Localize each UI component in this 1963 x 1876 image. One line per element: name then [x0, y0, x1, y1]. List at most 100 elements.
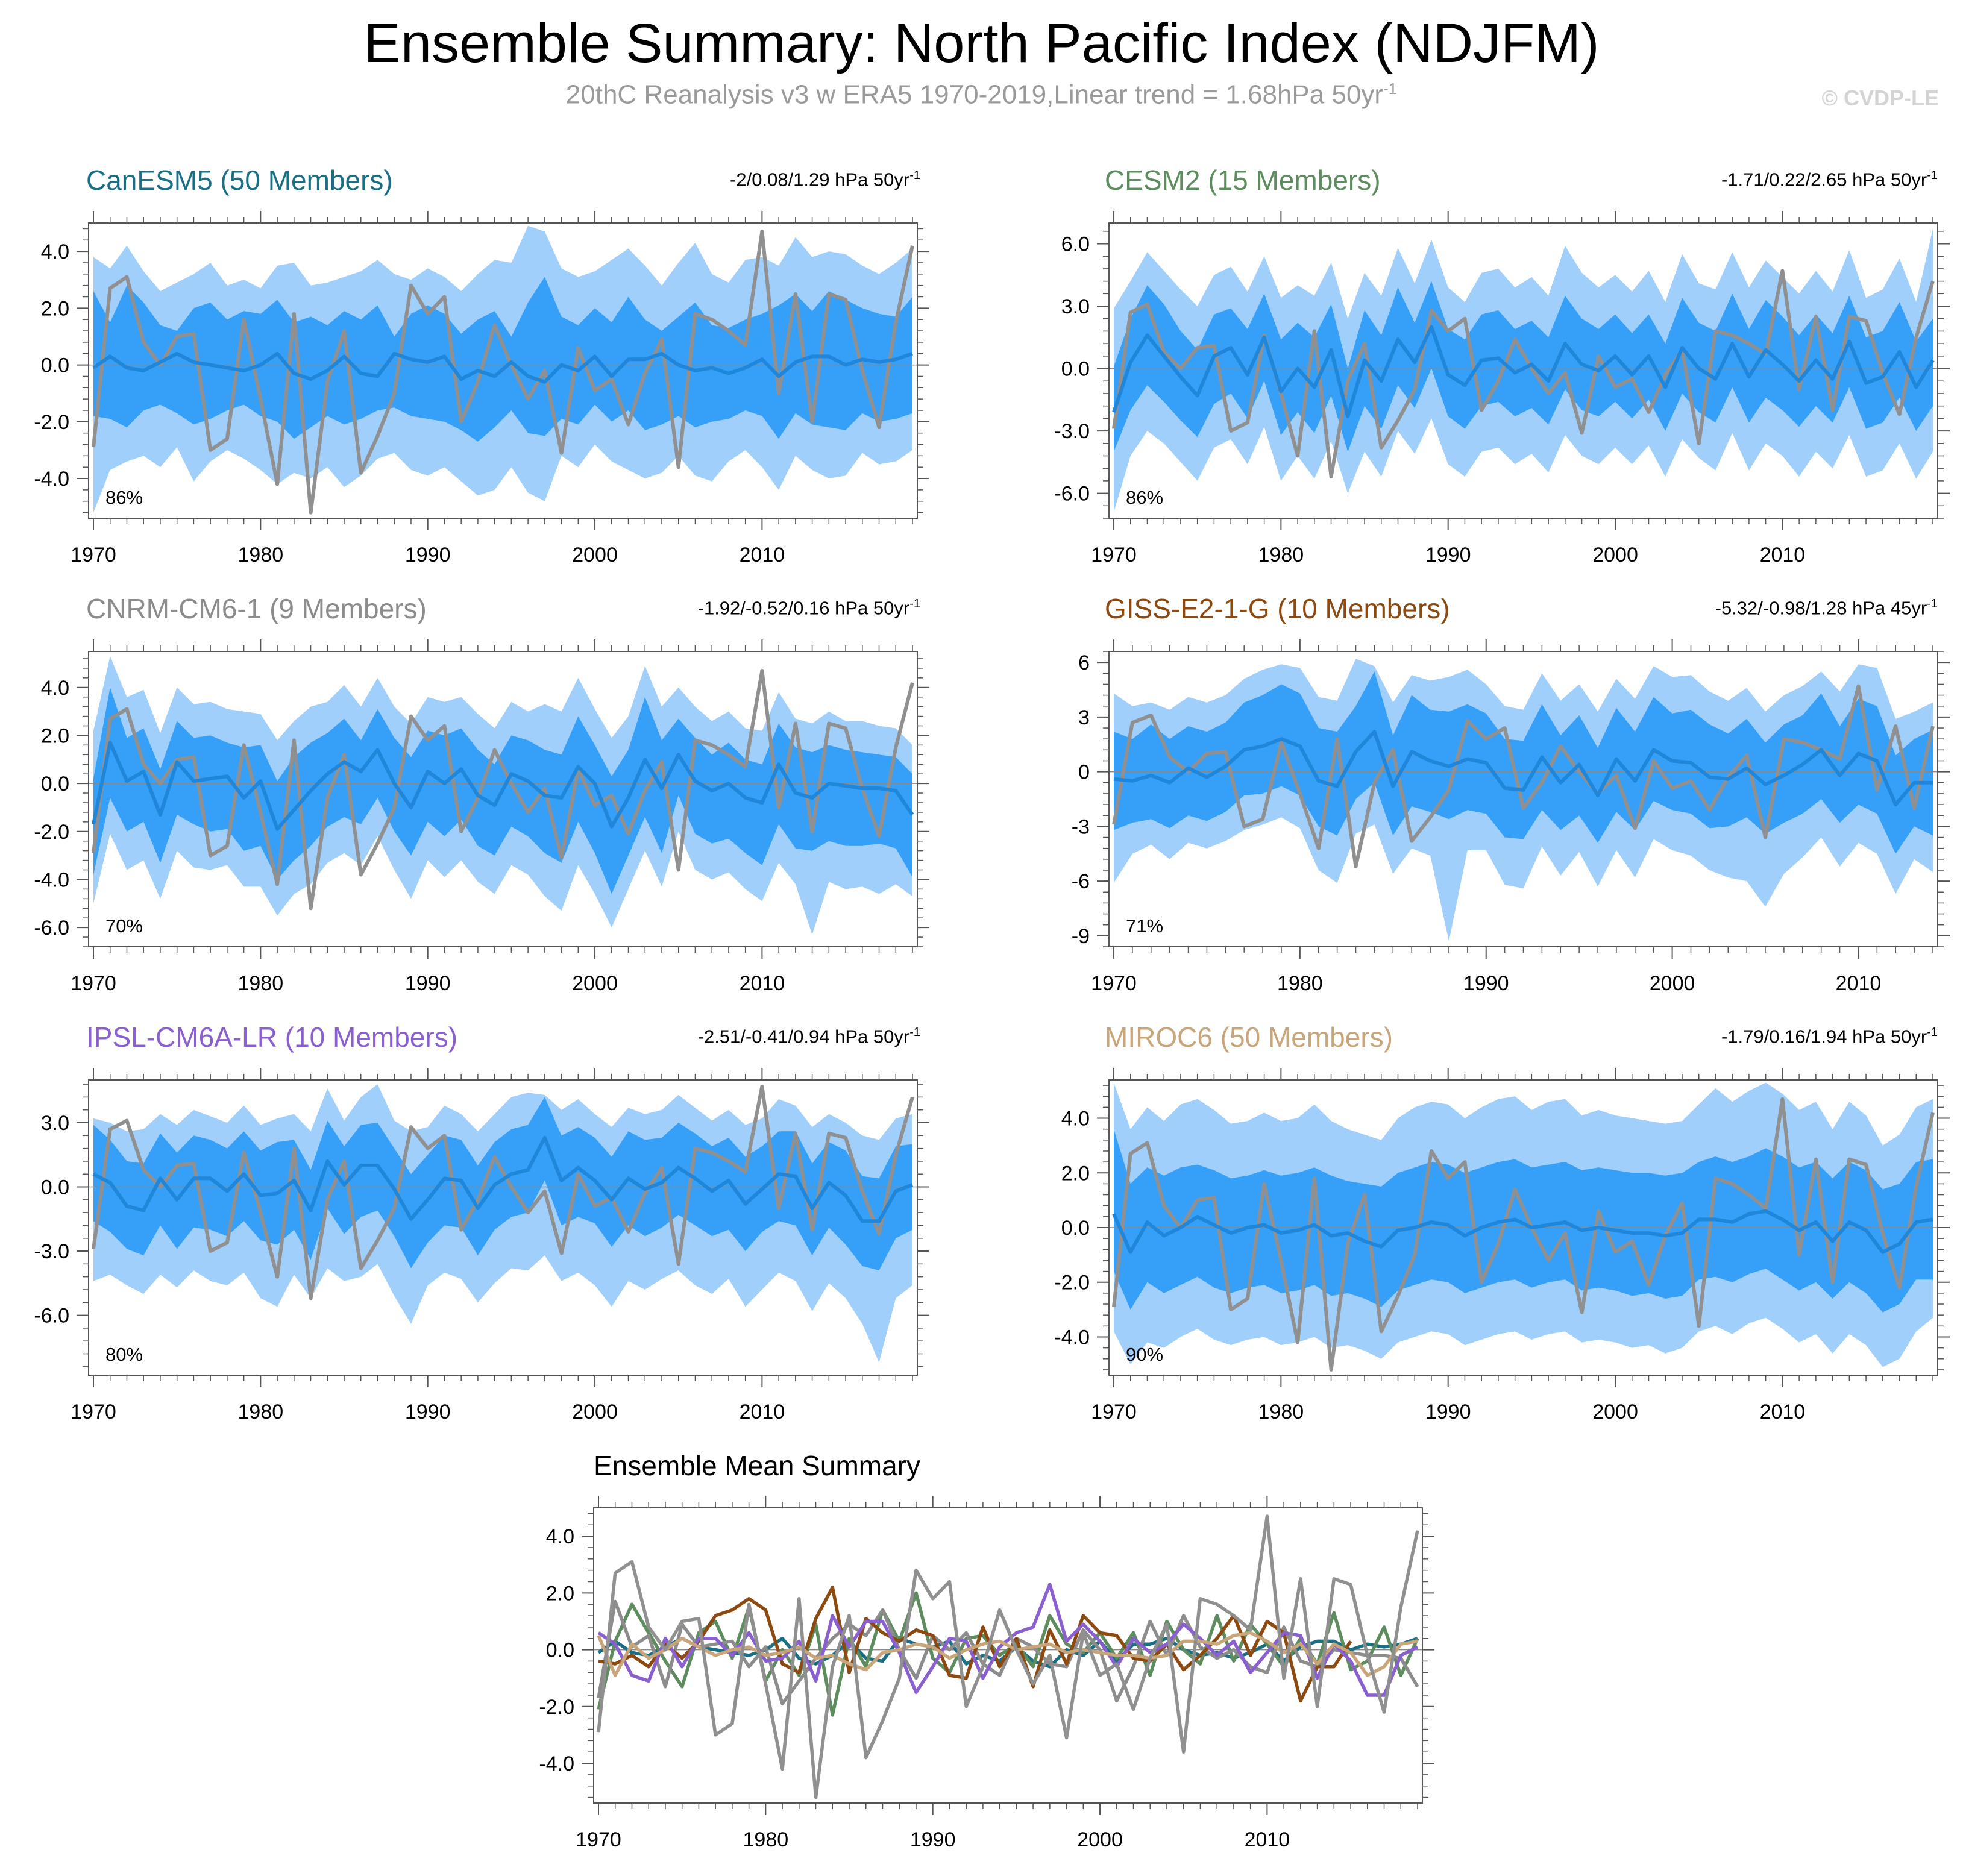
plot-4: -6.0 -3.0 0.0 3.0 1970 1980 1990 2000 2010 80%	[34, 1068, 929, 1423]
inner-spread-band	[93, 1097, 912, 1270]
x-tick-label: 2000	[1592, 1401, 1638, 1423]
observed-series-line	[1112, 269, 1935, 478]
y-tick-label: 0.0	[41, 773, 69, 795]
series-line-observed	[597, 1514, 1419, 1799]
plot-5: -4.0 -2.0 0.0 2.0 4.0 1970 1980 1990 2000 2010 90%	[1054, 1068, 1950, 1423]
y-tick-label: -9	[1072, 925, 1090, 948]
stats-exponent: -1	[1927, 169, 1938, 182]
x-tick-label: 1980	[238, 972, 284, 995]
y-tick-label: -6.0	[34, 917, 69, 940]
x-tick-label: 1990	[405, 1401, 451, 1423]
panel-title-cesm2: CESM2 (15 Members)	[1105, 165, 1381, 196]
stats-text: -5.32/-0.98/1.28 hPa 45yr	[1715, 597, 1927, 619]
percent-annotation: 86%	[105, 487, 143, 508]
x-tick-label: 2000	[572, 972, 618, 995]
plot-area	[1109, 1082, 1938, 1372]
stats-exponent: -1	[909, 1026, 920, 1039]
x-tick-label: 1980	[238, 1401, 284, 1423]
panel-title-ipsl: IPSL-CM6A-LR (10 Members)	[86, 1021, 458, 1053]
y-tick-label: 3	[1078, 706, 1090, 729]
x-tick-label: 1980	[1258, 544, 1304, 566]
y-tick-label: -2.0	[539, 1696, 574, 1719]
x-tick-label: 1980	[238, 544, 284, 566]
y-tick-label: -6.0	[1054, 483, 1090, 506]
plot-frame	[593, 1507, 1423, 1804]
y-tick-label: 0.0	[41, 354, 69, 377]
stats-exponent: -1	[909, 597, 920, 610]
inner-spread-band	[1114, 1129, 1933, 1313]
x-tick-label: 2010	[740, 544, 785, 566]
plot-frame	[88, 1079, 918, 1376]
y-tick-label: 4.0	[41, 677, 69, 700]
y-tick-label: 2.0	[1061, 1162, 1090, 1185]
y-tick-label: -2.0	[34, 821, 69, 844]
y-tick-label: 0.0	[1061, 358, 1090, 381]
y-tick-label: 3.0	[41, 1112, 69, 1135]
plot-area	[1109, 229, 1938, 512]
y-tick-label: -6.0	[34, 1305, 69, 1328]
x-tick-label: 2010	[1836, 972, 1882, 995]
observed-series-line	[92, 230, 914, 515]
ensemble-mean-title: Ensemble Mean Summary	[594, 1450, 920, 1481]
panel-stats-cnrm: -1.92/-0.52/0.16 hPa 50yr-1	[698, 597, 920, 619]
panel-title-miroc6: MIROC6 (50 Members)	[1105, 1021, 1393, 1053]
panel-title-canesm5: CanESM5 (50 Members)	[86, 165, 393, 196]
y-tick-label: -2.0	[34, 411, 69, 434]
y-tick-label: 0.0	[546, 1639, 574, 1662]
inner-spread-band	[93, 277, 912, 442]
plot-1: -6.0 -3.0 0.0 3.0 6.0 1970 1980 1990 2000 2010 86%	[1054, 211, 1950, 566]
page-subtitle: 20thC Reanalysis v3 w ERA5 1970-2019,Lin…	[0, 80, 1963, 110]
y-tick-label: -3.0	[1054, 420, 1090, 443]
x-tick-label: 2010	[740, 972, 785, 995]
panel-title-giss: GISS-E2-1-G (10 Members)	[1105, 593, 1450, 624]
y-tick-label: 0.0	[41, 1176, 69, 1199]
y-tick-label: 3.0	[1061, 295, 1090, 318]
x-tick-label: 1990	[1425, 544, 1471, 566]
y-tick-label: 6.0	[1061, 233, 1090, 256]
panel-stats-giss: -5.32/-0.98/1.28 hPa 45yr-1	[1715, 597, 1938, 619]
y-tick-label: -3.0	[34, 1240, 69, 1263]
ensemble-mean-line	[92, 741, 914, 831]
percent-annotation: 90%	[1126, 1344, 1163, 1365]
x-tick-label: 2010	[1760, 1401, 1806, 1423]
y-tick-label: 2.0	[546, 1582, 574, 1605]
x-tick-label: 1980	[1258, 1401, 1304, 1423]
x-tick-label: 2000	[572, 1401, 618, 1423]
plot-frame	[1108, 222, 1938, 519]
x-tick-label: 2010	[1245, 1828, 1290, 1851]
plot-area	[89, 656, 917, 935]
x-tick-label: 2000	[1650, 972, 1695, 995]
series-line-giss	[598, 1586, 1352, 1703]
x-tick-label: 1970	[1091, 972, 1137, 995]
panel-stats-canesm5: -2/0.08/1.29 hPa 50yr-1	[730, 169, 920, 190]
y-tick-label: -6	[1072, 870, 1090, 893]
percent-annotation: 80%	[105, 1344, 143, 1365]
ensemble-mean-line	[92, 1135, 914, 1223]
y-tick-label: -3	[1072, 815, 1090, 838]
y-tick-label: 4.0	[1061, 1108, 1090, 1131]
y-tick-label: 6	[1078, 651, 1090, 674]
x-tick-label: 1970	[71, 972, 116, 995]
ensemble-mean-line	[92, 351, 913, 384]
x-tick-label: 1990	[405, 972, 451, 995]
plot-0: -4.0 -2.0 0.0 2.0 4.0 1970 1980 1990 2000 2010 86%	[34, 211, 929, 566]
percent-annotation: 71%	[1126, 915, 1163, 936]
stats-text: -1.92/-0.52/0.16 hPa 50yr	[697, 597, 910, 619]
x-tick-label: 1980	[1277, 972, 1323, 995]
ensemble-mean-line	[1112, 1209, 1933, 1254]
x-tick-label: 1970	[71, 1401, 116, 1423]
x-tick-label: 1970	[1091, 1401, 1137, 1423]
y-tick-label: 4.0	[41, 240, 69, 263]
plot-area	[1109, 659, 1938, 941]
y-tick-label: -4.0	[539, 1752, 574, 1775]
observed-series-line	[92, 668, 914, 911]
x-tick-label: 2000	[1077, 1828, 1123, 1851]
panel-stats-miroc6: -1.79/0.16/1.94 hPa 50yr-1	[1721, 1026, 1938, 1047]
subtitle-exponent: -1	[1383, 80, 1398, 98]
percent-annotation: 86%	[1126, 487, 1163, 508]
stats-text: -2.51/-0.41/0.94 hPa 50yr	[697, 1026, 910, 1047]
x-tick-label: 1990	[1463, 972, 1509, 995]
plot-frame	[88, 651, 918, 947]
y-tick-label: 0	[1078, 761, 1090, 784]
